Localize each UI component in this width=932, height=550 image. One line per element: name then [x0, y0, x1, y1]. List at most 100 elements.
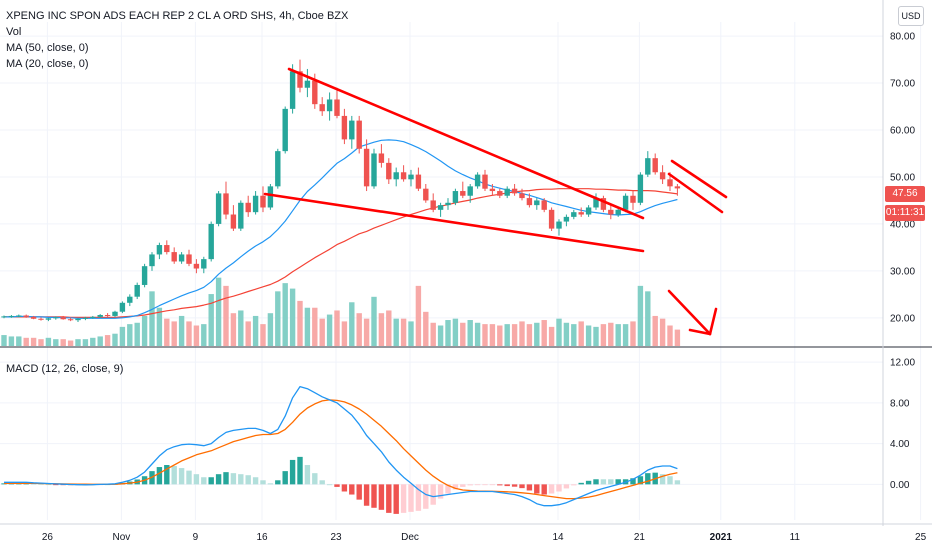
- macd-histogram-bar: [645, 473, 651, 485]
- time-tick-label: 16: [256, 532, 268, 543]
- macd-histogram-bar: [452, 484, 459, 490]
- volume-bar: [667, 325, 673, 346]
- volume-bar: [504, 324, 510, 346]
- volume-bar: [1, 335, 7, 346]
- macd-histogram-bar: [474, 484, 481, 486]
- volume-bar: [141, 315, 148, 346]
- volume-bar: [53, 339, 59, 346]
- volume-bar: [186, 321, 192, 346]
- candle-body: [460, 191, 466, 196]
- candle-body: [30, 316, 37, 319]
- volume-bar: [82, 339, 89, 346]
- volume-bar: [415, 285, 422, 346]
- time-tick-label: 2021: [710, 532, 733, 543]
- macd-histogram-bar: [238, 474, 244, 485]
- candle-body: [615, 209, 621, 215]
- volume-bar: [474, 322, 481, 346]
- candle-body: [112, 311, 118, 316]
- volume-bar: [437, 325, 444, 346]
- volume-bar: [400, 318, 407, 346]
- candle-body: [260, 195, 266, 208]
- volume-bar: [460, 322, 466, 346]
- candle-body: [356, 120, 362, 149]
- grid: [0, 22, 922, 520]
- macd-histogram-bar: [519, 484, 525, 489]
- macd-histogram-bar: [578, 482, 584, 485]
- price-tick-label: 80.00: [890, 32, 915, 43]
- candle-body: [297, 71, 303, 88]
- volume-bar: [615, 324, 621, 346]
- price-tick-label: 20.00: [890, 313, 915, 324]
- volume-bar: [193, 325, 200, 346]
- macd-histogram-bar: [208, 477, 214, 485]
- candle-body: [1, 316, 7, 318]
- candle-body: [400, 172, 407, 180]
- volume-bar: [223, 285, 229, 346]
- macd-histogram-bar: [334, 484, 340, 487]
- trendline: [667, 289, 712, 336]
- macd-histogram-bar: [223, 472, 229, 485]
- macd-histogram-bar: [53, 484, 59, 486]
- macd-histogram-bar: [674, 480, 681, 485]
- macd-histogram-bar: [600, 479, 607, 485]
- volume-bar: [304, 307, 311, 346]
- candle-body: [141, 266, 148, 285]
- macd-histogram-bar: [556, 484, 562, 492]
- volume-bar: [149, 291, 155, 346]
- trendlines: [263, 67, 728, 336]
- volume-bar: [164, 318, 170, 346]
- candle-body: [326, 99, 333, 112]
- volume-bar: [430, 322, 436, 346]
- candle-body: [467, 186, 473, 196]
- candle-body: [304, 80, 311, 88]
- last-price-label: 47.56: [885, 186, 925, 202]
- volume-bar: [356, 313, 362, 346]
- candle-body: [201, 259, 207, 269]
- macd-histogram-bar: [497, 484, 503, 486]
- volume-bar: [267, 313, 274, 346]
- macd-histogram-bar: [423, 484, 429, 509]
- volume-bar: [371, 296, 377, 346]
- macd-histogram-bar: [371, 484, 377, 508]
- macd-histogram-bar: [215, 474, 222, 485]
- macd-lines: [4, 385, 678, 507]
- volume-bar: [60, 339, 66, 346]
- volume-bar: [541, 320, 547, 346]
- volume-bar: [171, 321, 177, 346]
- candle-body: [667, 179, 673, 187]
- candle-body: [430, 200, 436, 210]
- currency-button[interactable]: USD: [898, 6, 924, 26]
- macd-histogram-bar: [186, 470, 192, 485]
- candle-body: [104, 315, 111, 317]
- volume-bar: [637, 285, 644, 346]
- volume-bar: [260, 324, 266, 346]
- volume-bar: [593, 326, 599, 346]
- macd-histogram-bar: [171, 466, 177, 485]
- macd-histogram-bar: [667, 476, 673, 485]
- candle-body: [541, 200, 547, 210]
- candle-body: [156, 245, 163, 255]
- volume-bar: [38, 339, 44, 346]
- macd-histogram-bar: [593, 479, 599, 485]
- candle-body: [548, 209, 555, 229]
- macd-tick-label: 8.00: [890, 398, 910, 409]
- volume-bar: [112, 333, 118, 346]
- candle-body: [415, 174, 422, 189]
- candle-body: [349, 120, 355, 140]
- macd-histogram-bar: [312, 473, 318, 485]
- macd-histogram-bar: [267, 483, 274, 485]
- volume-bar: [482, 324, 488, 346]
- candle-body: [534, 200, 540, 206]
- volume-bar: [423, 311, 429, 346]
- candle-body: [134, 284, 140, 297]
- trendline: [708, 307, 718, 336]
- volume-bar: [282, 283, 288, 346]
- volume-bar: [511, 324, 518, 346]
- candle-body: [437, 205, 444, 210]
- macd-histogram-bar: [252, 477, 259, 485]
- candle-body: [275, 151, 281, 187]
- legend-ma50: MA (50, close, 0): [6, 42, 89, 54]
- volume-bar: [30, 337, 37, 346]
- candle-body: [178, 254, 185, 262]
- candle-body: [519, 193, 525, 199]
